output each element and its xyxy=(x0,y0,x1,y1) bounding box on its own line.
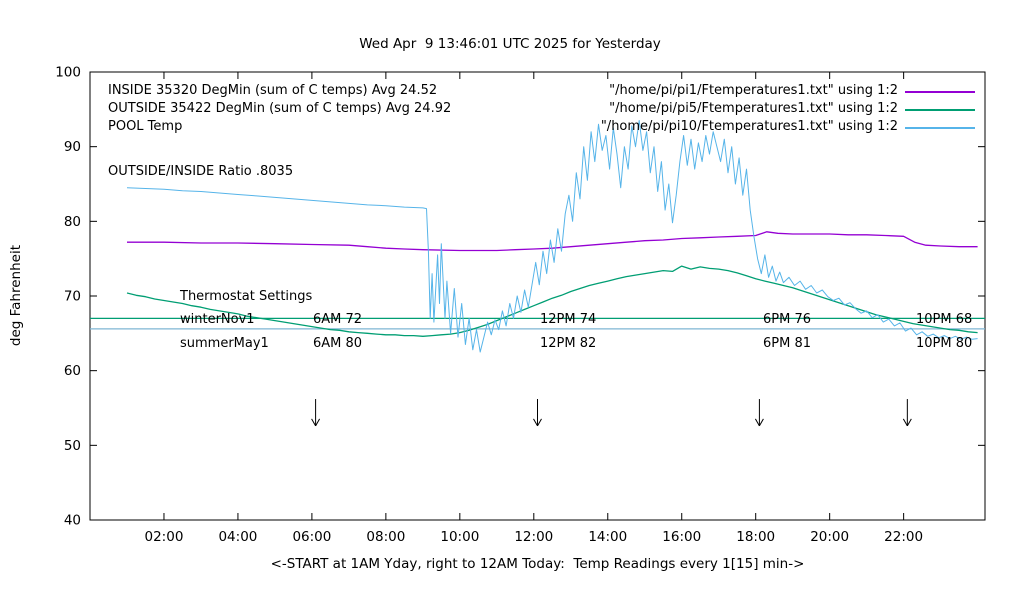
legend-label-inside: INSIDE 35320 DegMin (sum of C temps) Avg… xyxy=(108,83,438,98)
down-arrow-head-left xyxy=(754,418,760,427)
down-arrow-head-right xyxy=(537,418,542,427)
y-tick-label: 70 xyxy=(64,289,81,305)
legend-line-sample-inside xyxy=(905,91,975,93)
y-tick-label: 50 xyxy=(64,438,81,454)
thermostat-row-summer: summerMay1 6AM 80 12PM 82 6PM 81 10PM 80 xyxy=(0,336,1020,354)
series-line-inside xyxy=(127,231,978,252)
x-tick-label: 22:00 xyxy=(884,529,923,545)
x-tick-label: 06:00 xyxy=(292,529,331,545)
legend-row-pool: POOL Temp "/home/pi/pi10/Ftemperatures1.… xyxy=(0,119,1020,137)
legend-line-sample-pool xyxy=(905,127,975,129)
y-tick-label: 100 xyxy=(55,65,81,81)
x-tick-label: 18:00 xyxy=(736,529,775,545)
series-line-outside xyxy=(126,265,978,337)
x-tick-label: 10:00 xyxy=(440,529,479,545)
x-tick-label: 12:00 xyxy=(514,529,553,545)
down-arrow-head-right xyxy=(906,418,912,427)
legend-file-inside: "/home/pi/pi1/Ftemperatures1.txt" using … xyxy=(609,83,898,98)
legend-label-outside: OUTSIDE 35422 DegMin (sum of C temps) Av… xyxy=(108,101,452,116)
thermostat-summer-10pm: 10PM 80 xyxy=(916,336,973,351)
thermostat-summer-6pm: 6PM 81 xyxy=(763,336,812,351)
thermostat-winter-10pm: 10PM 68 xyxy=(916,312,973,327)
legend-file-outside: "/home/pi/pi5/Ftemperatures1.txt" using … xyxy=(609,101,898,116)
y-tick-label: 60 xyxy=(64,363,81,379)
chart-title: Wed Apr 9 13:46:01 UTC 2025 for Yesterda… xyxy=(359,36,661,52)
x-tick-label: 02:00 xyxy=(145,529,184,545)
x-tick-label: 14:00 xyxy=(588,529,627,545)
thermostat-summer-6am: 6AM 80 xyxy=(313,336,363,351)
thermostat-settings-heading: Thermostat Settings xyxy=(180,289,313,304)
thermostat-summer-label: summerMay1 xyxy=(180,336,269,351)
y-tick-label: 90 xyxy=(64,139,81,155)
x-tick-label: 04:00 xyxy=(218,529,257,545)
thermostat-winter-12pm: 12PM 74 xyxy=(540,312,597,327)
thermostat-summer-12pm: 12PM 82 xyxy=(540,336,597,351)
thermostat-winter-6am: 6AM 72 xyxy=(313,312,363,327)
legend-label-pool: POOL Temp xyxy=(108,119,183,134)
y-tick-label: 40 xyxy=(64,513,81,529)
thermostat-winter-6pm: 6PM 76 xyxy=(763,312,812,327)
legend-row-outside: OUTSIDE 35422 DegMin (sum of C temps) Av… xyxy=(0,101,1020,119)
down-arrow-head-right xyxy=(758,418,764,427)
x-tick-label: 08:00 xyxy=(366,529,405,545)
thermostat-winter-label: winterNov1 xyxy=(180,312,255,327)
x-tick-label: 16:00 xyxy=(662,529,701,545)
down-arrow-head-left xyxy=(902,418,908,427)
legend-row-inside: INSIDE 35320 DegMin (sum of C temps) Avg… xyxy=(0,83,1020,101)
y-axis-label-wrap: deg Fahrenheit xyxy=(8,72,24,520)
thermostat-row-winter: winterNov1 6AM 72 12PM 74 6PM 76 10PM 68 xyxy=(0,312,1020,330)
down-arrow-head-right xyxy=(315,418,321,427)
down-arrow-head-left xyxy=(533,418,538,427)
down-arrow-head-left xyxy=(311,418,317,427)
legend-file-pool: "/home/pi/pi10/Ftemperatures1.txt" using… xyxy=(600,119,898,134)
x-axis-label: <-START at 1AM Yday, right to 12AM Today… xyxy=(270,556,805,572)
legend-line-sample-outside xyxy=(905,109,975,111)
y-tick-label: 80 xyxy=(64,214,81,230)
x-tick-label: 20:00 xyxy=(810,529,849,545)
outside-inside-ratio: OUTSIDE/INSIDE Ratio .8035 xyxy=(108,164,294,179)
y-axis-label: deg Fahrenheit xyxy=(8,245,24,347)
series-line-pool xyxy=(126,120,978,353)
